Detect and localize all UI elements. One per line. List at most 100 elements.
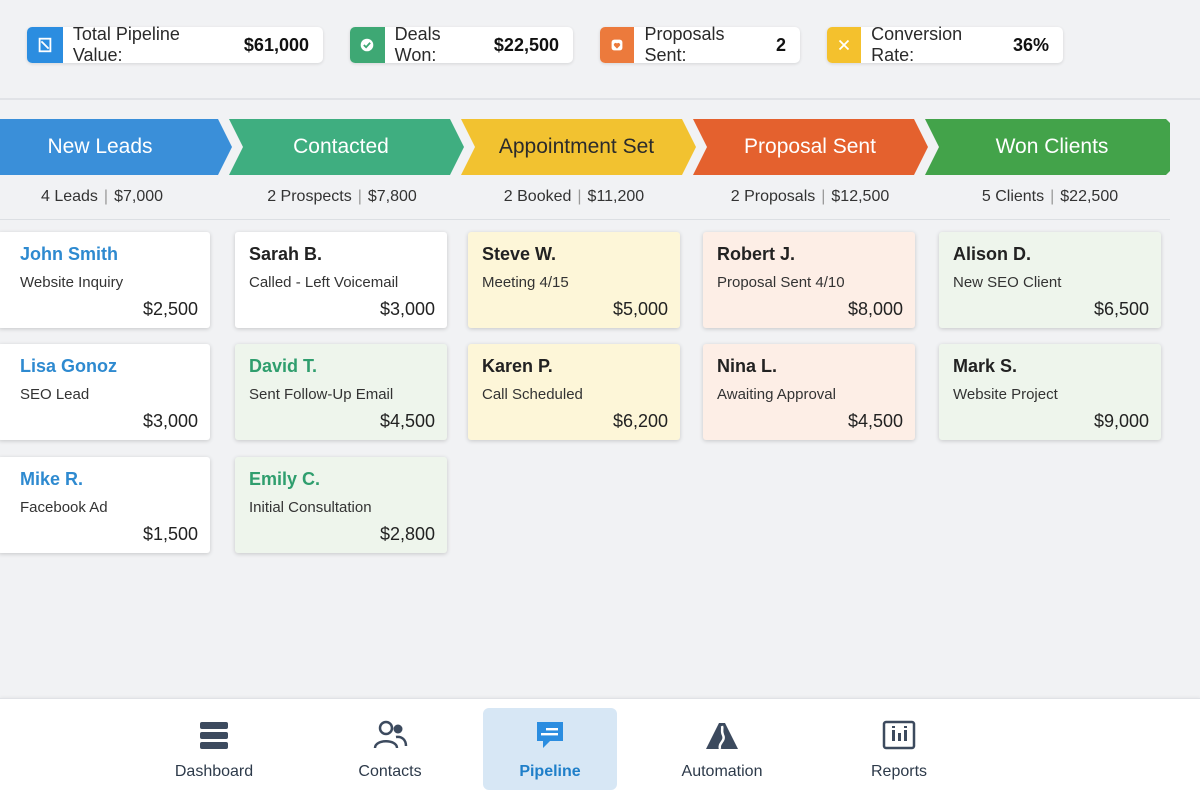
nav-dashboard[interactable]: Dashboard [147, 708, 281, 790]
deal-amount: $8,000 [847, 299, 903, 319]
stage-title: Appointment Set [498, 135, 655, 158]
flag-icon [27, 27, 63, 63]
deal-description: Website Inquiry [20, 274, 124, 291]
nav-label: Automation [681, 763, 763, 780]
deal-card[interactable]: Steve W. Meeting 4/15 $5,000 [468, 232, 680, 328]
stage-total: $7,000 [114, 188, 164, 205]
stage-arrow-new-leads[interactable] [0, 119, 232, 175]
stage-total: $7,800 [367, 188, 417, 205]
stage-arrow-appointment-set[interactable] [461, 119, 696, 175]
contacts-icon [373, 720, 408, 749]
deal-name: Mark S. [953, 356, 1018, 376]
stage-title-won-clients: Won Clients [939, 119, 1165, 175]
deal-card[interactable]: Mike R. Facebook Ad $1,500 [0, 457, 210, 553]
check-shield-icon [350, 27, 385, 63]
divider [0, 219, 1170, 220]
stacked-bars-icon [200, 722, 228, 749]
stat-deals-won[interactable]: Deals Won: $22,500 [350, 24, 573, 65]
deal-description: Website Project [953, 386, 1058, 403]
deal-name: Emily C. [249, 469, 321, 489]
bottom-nav: Dashboard Contacts Pipeline Automation [0, 698, 1200, 800]
nav-label: Contacts [358, 763, 422, 780]
deal-card[interactable]: Lisa Gonoz SEO Lead $3,000 [0, 344, 210, 440]
stats-bar: Total Pipeline Value: $61,000 Deals Won:… [0, 0, 1200, 100]
stat-label: Total Pipeline Value: [72, 24, 180, 65]
deal-card[interactable]: David T. Sent Follow-Up Email $4,500 [235, 344, 447, 440]
heart-badge-icon [600, 27, 635, 63]
nav-contacts[interactable]: Contacts [323, 708, 457, 790]
nav-reports[interactable]: Reports [832, 708, 966, 790]
deal-description: Awaiting Approval [717, 386, 836, 403]
stage-summary-won-clients: 5 Clients | $22,500 [981, 188, 1119, 205]
deal-card[interactable]: Alison D. New SEO Client $6,500 [939, 232, 1161, 328]
stage-title-new-leads: New Leads [0, 119, 200, 175]
stage-arrow-proposal-sent[interactable] [693, 119, 928, 175]
deal-name: David T. [249, 356, 318, 376]
stat-value: $61,000 [243, 34, 309, 55]
deal-card[interactable]: Karen P. Call Scheduled $6,200 [468, 344, 680, 440]
stat-label: Conversion Rate: [871, 24, 963, 65]
deal-amount: $2,800 [379, 524, 435, 544]
deal-description: Sent Follow-Up Email [249, 386, 394, 403]
stage-summary-new-leads: 4 Leads | $7,000 [40, 188, 164, 205]
deal-name: Karen P. [482, 356, 553, 376]
nav-label: Dashboard [174, 763, 254, 780]
stat-proposals-sent[interactable]: Proposals Sent: 2 [600, 24, 800, 65]
nav-automation[interactable]: Automation [655, 708, 789, 790]
deal-amount: $5,000 [612, 299, 668, 319]
deal-card[interactable]: Mark S. Website Project $9,000 [939, 344, 1161, 440]
stage-title: Proposal Sent [744, 135, 876, 158]
stage-total: $12,500 [831, 188, 890, 205]
deal-name: John Smith [20, 244, 118, 264]
deal-name: Steve W. [482, 244, 557, 264]
deal-description: Meeting 4/15 [482, 274, 569, 291]
stage-arrow-contacted[interactable] [229, 119, 464, 175]
stage-title-proposal-sent: Proposal Sent [707, 119, 913, 175]
deal-card[interactable]: John Smith Website Inquiry $2,500 [0, 232, 210, 328]
deal-description: Call Scheduled [482, 386, 583, 403]
nav-pipeline[interactable]: Pipeline [483, 708, 617, 790]
stage-total: $22,500 [1060, 188, 1119, 205]
deal-description: Proposal Sent 4/10 [717, 274, 845, 291]
mountain-road-icon [706, 723, 738, 750]
stat-value: $22,500 [493, 34, 559, 55]
stat-total-pipeline[interactable]: Total Pipeline Value: $61,000 [27, 24, 323, 65]
stage-title: Contacted [293, 135, 389, 158]
deal-card[interactable]: Emily C. Initial Consultation $2,800 [235, 457, 447, 553]
deal-name: Mike R. [20, 469, 84, 489]
deal-amount: $6,200 [612, 411, 668, 431]
stage-summary-proposal-sent: 2 Proposals | $12,500 [730, 188, 890, 205]
stage-summary-contacted: 2 Prospects | $7,800 [267, 188, 417, 205]
deal-name: Robert J. [717, 244, 796, 264]
deal-card[interactable]: Sarah B. Called - Left Voicemail $3,000 [235, 232, 447, 328]
deal-card[interactable]: Robert J. Proposal Sent 4/10 $8,000 [703, 232, 915, 328]
deal-description: Facebook Ad [20, 499, 108, 516]
reports-icon [882, 720, 916, 750]
deal-description: New SEO Client [953, 274, 1062, 291]
stat-value: 2 [775, 34, 786, 55]
stage-count: 2 Prospects [267, 188, 352, 205]
stage-total: $11,200 [587, 188, 645, 205]
deal-amount: $6,500 [1093, 299, 1149, 319]
stage-title-contacted: Contacted [243, 119, 439, 175]
deal-name: Sarah B. [249, 244, 323, 264]
stat-value: 36% [1012, 34, 1049, 55]
stage-arrow-won-clients[interactable] [925, 119, 1170, 175]
nav-label: Pipeline [519, 763, 581, 780]
deal-amount: $2,500 [142, 299, 198, 319]
nav-label: Reports [870, 763, 928, 780]
stage-summary-appointment-set: 2 Booked | $11,200 [503, 188, 645, 205]
pipeline-stages: New Leads Contacted Appointment Set Prop… [0, 119, 1200, 175]
stage-count: 5 Clients [981, 188, 1045, 205]
stat-conversion-rate[interactable]: Conversion Rate: 36% [827, 24, 1063, 65]
stage-title-appointment-set: Appointment Set [475, 119, 678, 175]
deal-card[interactable]: Nina L. Awaiting Approval $4,500 [703, 344, 915, 440]
deal-amount: $4,500 [379, 411, 435, 431]
stat-label: Deals Won: [394, 24, 441, 65]
stage-title: New Leads [47, 135, 153, 158]
crossed-arrows-icon [827, 27, 862, 63]
deal-name: Lisa Gonoz [20, 356, 118, 376]
deal-name: Alison D. [953, 244, 1032, 264]
deal-description: Initial Consultation [249, 499, 372, 516]
deal-description: Called - Left Voicemail [249, 274, 399, 291]
